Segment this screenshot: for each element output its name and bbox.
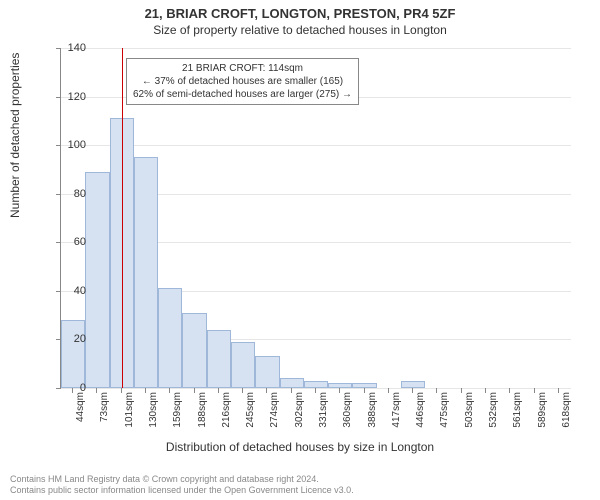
histogram-bar [61,320,85,388]
xtick-mark [242,388,243,393]
ytick-label: 100 [56,139,86,151]
annotation-box: 21 BRIAR CROFT: 114sqm← 37% of detached … [126,58,359,105]
xtick-mark [412,388,413,393]
xtick-mark [388,388,389,393]
ytick-label: 140 [56,42,86,54]
xtick-label: 532sqm [488,392,499,442]
annotation-line1: 21 BRIAR CROFT: 114sqm [133,62,352,75]
xtick-label: 44sqm [75,392,86,442]
histogram-bar [182,313,206,388]
xtick-mark [339,388,340,393]
xtick-mark [121,388,122,393]
xtick-mark [169,388,170,393]
xtick-mark [315,388,316,393]
histogram-bar [401,381,425,388]
xtick-label: 331sqm [318,392,329,442]
xtick-label: 618sqm [561,392,572,442]
xtick-mark [291,388,292,393]
xtick-mark [436,388,437,393]
gridline [61,48,571,49]
xtick-mark [194,388,195,393]
footer-line1: Contains HM Land Registry data © Crown c… [10,474,354,485]
xtick-mark [72,388,73,393]
xtick-mark [96,388,97,393]
histogram-bar [134,157,158,388]
xtick-label: 216sqm [221,392,232,442]
ytick-label: 120 [56,91,86,103]
xtick-mark [364,388,365,393]
xtick-label: 561sqm [512,392,523,442]
xtick-mark [266,388,267,393]
xtick-mark [461,388,462,393]
property-marker-line [122,48,123,388]
xtick-label: 73sqm [99,392,110,442]
xtick-label: 188sqm [197,392,208,442]
histogram-bar [352,383,376,388]
xtick-label: 589sqm [537,392,548,442]
xtick-label: 446sqm [415,392,426,442]
histogram-bar [255,356,279,388]
ytick-label: 60 [56,236,86,248]
xtick-label: 130sqm [148,392,159,442]
histogram-bar [304,381,328,388]
x-axis-label: Distribution of detached houses by size … [0,440,600,454]
histogram-bar [328,383,352,388]
gridline [61,388,571,389]
ytick-label: 40 [56,285,86,297]
xtick-label: 475sqm [439,392,450,442]
xtick-mark [558,388,559,393]
chart-container: 21, BRIAR CROFT, LONGTON, PRESTON, PR4 5… [0,0,600,500]
xtick-label: 388sqm [367,392,378,442]
xtick-mark [218,388,219,393]
xtick-label: 503sqm [464,392,475,442]
xtick-label: 245sqm [245,392,256,442]
histogram-bar [207,330,231,388]
histogram-bar [158,288,182,388]
xtick-label: 274sqm [269,392,280,442]
xtick-label: 101sqm [124,392,135,442]
histogram-bar [85,172,109,388]
y-axis-label: Number of detached properties [8,53,22,218]
footer-line2: Contains public sector information licen… [10,485,354,496]
xtick-label: 302sqm [294,392,305,442]
xtick-mark [509,388,510,393]
xtick-label: 417sqm [391,392,402,442]
xtick-mark [534,388,535,393]
gridline [61,145,571,146]
footer-attribution: Contains HM Land Registry data © Crown c… [10,474,354,496]
xtick-mark [485,388,486,393]
xtick-label: 360sqm [342,392,353,442]
histogram-bar [280,378,304,388]
annotation-line3: 62% of semi-detached houses are larger (… [133,88,352,101]
xtick-label: 159sqm [172,392,183,442]
annotation-line2: ← 37% of detached houses are smaller (16… [133,75,352,88]
ytick-label: 20 [56,333,86,345]
ytick-label: 80 [56,188,86,200]
title-main: 21, BRIAR CROFT, LONGTON, PRESTON, PR4 5… [0,0,600,21]
histogram-bar [231,342,255,388]
title-sub: Size of property relative to detached ho… [0,21,600,37]
xtick-mark [145,388,146,393]
